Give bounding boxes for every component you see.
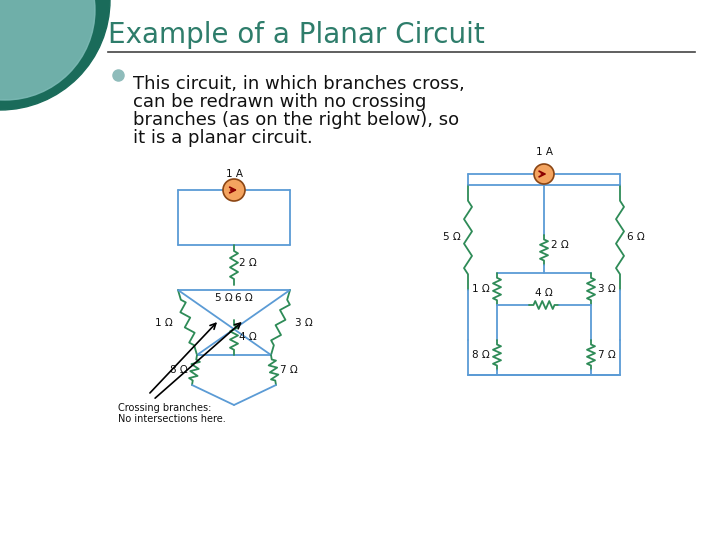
- Text: 6 Ω: 6 Ω: [235, 293, 253, 303]
- Text: branches (as on the right below), so: branches (as on the right below), so: [133, 111, 459, 129]
- Text: 2 Ω: 2 Ω: [239, 258, 257, 267]
- Text: 7 Ω: 7 Ω: [598, 349, 616, 360]
- Text: 4 Ω: 4 Ω: [535, 288, 553, 298]
- Text: 6 Ω: 6 Ω: [627, 233, 645, 242]
- Text: Crossing branches:: Crossing branches:: [118, 403, 212, 413]
- Text: Example of a Planar Circuit: Example of a Planar Circuit: [108, 21, 485, 49]
- Circle shape: [534, 164, 554, 184]
- Circle shape: [0, 0, 95, 100]
- Text: 3 Ω: 3 Ω: [295, 318, 313, 327]
- Text: 1 A: 1 A: [225, 169, 243, 179]
- Text: can be redrawn with no crossing: can be redrawn with no crossing: [133, 93, 426, 111]
- Text: 1 A: 1 A: [536, 147, 552, 157]
- Text: 8 Ω: 8 Ω: [472, 349, 490, 360]
- Text: 7 Ω: 7 Ω: [280, 365, 298, 375]
- Text: 5 Ω: 5 Ω: [215, 293, 233, 303]
- Text: 3 Ω: 3 Ω: [598, 284, 616, 294]
- Text: This circuit, in which branches cross,: This circuit, in which branches cross,: [133, 75, 464, 93]
- Text: it is a planar circuit.: it is a planar circuit.: [133, 129, 312, 147]
- Circle shape: [223, 179, 245, 201]
- Text: 2 Ω: 2 Ω: [551, 240, 569, 250]
- Text: 5 Ω: 5 Ω: [443, 233, 461, 242]
- Text: 4 Ω: 4 Ω: [239, 332, 257, 342]
- Text: No intersections here.: No intersections here.: [118, 414, 226, 424]
- Text: 8 Ω: 8 Ω: [170, 365, 188, 375]
- Text: 1 Ω: 1 Ω: [155, 318, 173, 327]
- Circle shape: [0, 0, 110, 110]
- Text: 1 Ω: 1 Ω: [472, 284, 490, 294]
